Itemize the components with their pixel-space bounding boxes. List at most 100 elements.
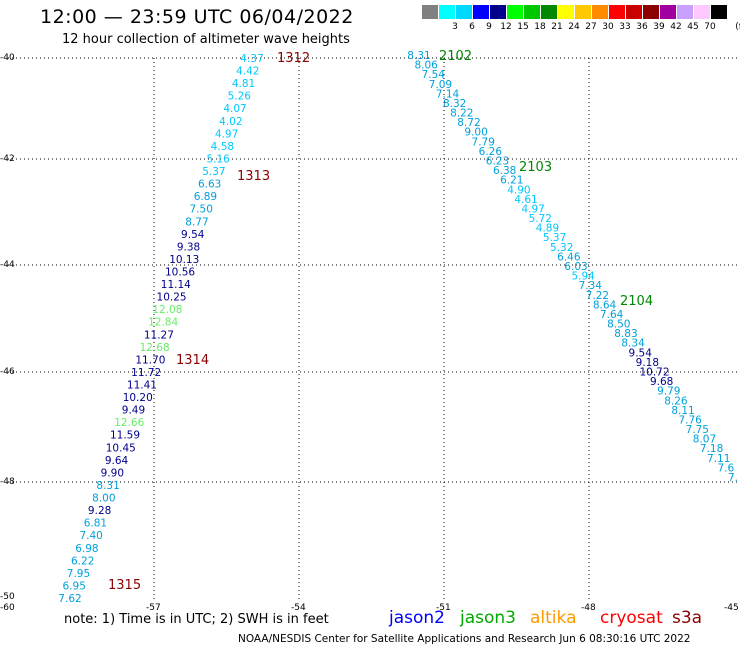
lat-tick-label: -48 (0, 477, 15, 487)
swh-value: 8.26 (664, 395, 688, 407)
scale-swatch (575, 5, 591, 19)
swh-value: 4.37 (240, 53, 263, 65)
swh-value: 9.64 (105, 455, 129, 467)
scale-swatch (711, 5, 727, 19)
scale-swatch (524, 5, 540, 19)
swh-value: 11.27 (144, 329, 174, 341)
swh-value: 5.16 (206, 153, 230, 165)
swh-value: 7.18 (700, 443, 723, 455)
scale-swatch (456, 5, 472, 19)
scale-label: 21 (551, 22, 563, 32)
swh-value: 8.31 (96, 480, 119, 492)
swh-value: 12.08 (152, 304, 182, 316)
pass-time-label: 2103 (519, 160, 552, 175)
swh-value: 7.50 (190, 204, 213, 216)
swh-value: 7.64 (600, 309, 624, 321)
swh-value: 8.72 (457, 117, 480, 129)
swh-value: 4.81 (232, 78, 255, 90)
satellite-legend-item: cryosat (600, 608, 663, 628)
swh-value: 7. (728, 472, 738, 484)
swh-value: 7.79 (472, 136, 495, 148)
swh-value: 5.32 (550, 242, 573, 254)
scale-label: 15 (517, 22, 529, 32)
scale-label: 3 (452, 22, 458, 32)
map-subtitle: 12 hour collection of altimeter wave hei… (62, 32, 350, 47)
scale-swatch (677, 5, 693, 19)
lat-tick-label: -40 (0, 53, 15, 63)
lat-tick-label: -44 (0, 260, 15, 270)
swh-value: 9.54 (181, 229, 205, 241)
swh-value: 8.06 (414, 60, 438, 72)
swh-value: 5.94 (571, 271, 595, 283)
scale-label: 18 (534, 22, 546, 32)
scale-swatch (592, 5, 608, 19)
scale-label: 39 (653, 22, 665, 32)
swh-value: 10.25 (157, 292, 187, 304)
satellite-legend-item: jason2 (389, 608, 445, 628)
swh-value: 9.68 (650, 376, 673, 388)
scale-label: 12 (500, 22, 512, 32)
lon-tick-label: -60 (0, 603, 15, 613)
lon-tick-label: -54 (291, 603, 306, 613)
pass-time-label: 2102 (439, 49, 472, 64)
swh-value: 12.66 (114, 417, 144, 429)
swh-value: 4.97 (215, 128, 238, 140)
swh-value: 5.72 (529, 213, 552, 225)
swh-value: 4.89 (536, 223, 559, 235)
swh-value: 5.37 (543, 232, 566, 244)
swh-value: 9.54 (629, 347, 653, 359)
swh-value: 8.22 (450, 108, 473, 120)
scale-label: 33 (619, 22, 631, 32)
map-axis-ticks: -60 -57 -54 -51 -48 -45 -40 -42 -44 -46 -48 -50 (0, 53, 739, 613)
swh-value: 6.46 (557, 251, 581, 263)
swh-value: 8.83 (614, 328, 637, 340)
swh-value: 11.70 (135, 354, 165, 366)
swh-value: 7.6 (718, 462, 735, 474)
scale-swatch (507, 5, 523, 19)
swh-value: 6.22 (71, 555, 94, 567)
swh-value: 10.45 (106, 442, 136, 454)
lat-tick-label: -42 (0, 154, 15, 164)
swh-value: 10.13 (169, 254, 199, 266)
swh-value: 8.31 (407, 50, 430, 62)
pass-time-labels: 1312 1313 1314 1315 2102 2103 2104 (108, 49, 653, 593)
scale-label: 70 (704, 22, 716, 32)
swh-value: 7.09 (429, 79, 452, 91)
swh-value: 12.68 (140, 342, 170, 354)
scale-swatch (439, 5, 455, 19)
swh-value: 7.76 (678, 414, 702, 426)
swh-value: 9.18 (636, 357, 659, 369)
swh-value: 7.14 (436, 88, 460, 100)
swh-value: 9.90 (101, 467, 124, 479)
scale-unit: (ft) (735, 22, 740, 32)
pass-time-label: 1313 (237, 169, 270, 184)
satellite-legend-item: altika (530, 608, 577, 628)
swh-value: 6.81 (84, 518, 107, 530)
swh-value: 9.79 (657, 386, 680, 398)
scale-swatch (609, 5, 625, 19)
footnote: note: 1) Time is in UTC; 2) SWH is in fe… (64, 612, 329, 627)
swh-value: 4.90 (507, 184, 530, 196)
swh-value: 7.40 (79, 530, 102, 542)
swh-value: 4.97 (521, 203, 544, 215)
swh-value: 8.32 (443, 98, 466, 110)
scale-label: 9 (486, 22, 492, 32)
scale-label: 27 (585, 22, 597, 32)
pass-time-label: 1312 (277, 51, 310, 66)
swh-value: 11.59 (110, 430, 140, 442)
swh-value: 9.00 (464, 127, 487, 139)
swh-value: 12.84 (148, 317, 178, 329)
swh-value: 8.34 (621, 338, 645, 350)
swh-value: 6.26 (479, 146, 503, 158)
swh-value: 11.41 (127, 380, 157, 392)
swh-value: 7.11 (707, 453, 730, 465)
scale-label: 42 (670, 22, 682, 32)
swh-value: 8.11 (671, 405, 694, 417)
lat-tick-label: -46 (0, 367, 15, 377)
swh-value: 10.20 (123, 392, 153, 404)
scale-swatch (490, 5, 506, 19)
pass-time-label: 1315 (108, 578, 141, 593)
scale-label: 45 (687, 22, 699, 32)
pass-time-label: 2104 (620, 294, 653, 309)
